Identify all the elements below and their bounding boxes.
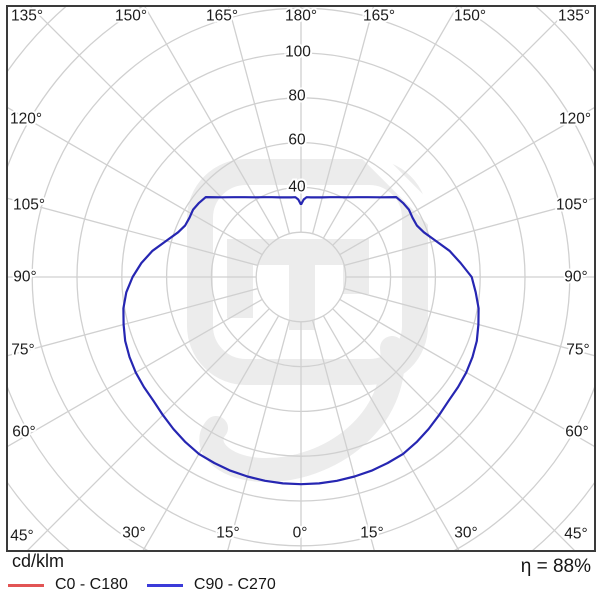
angle-label: 90° <box>13 269 36 286</box>
efficiency-value: η = 88% <box>520 556 591 577</box>
angle-label: 45° <box>564 526 587 543</box>
watermark-tail <box>199 336 405 483</box>
grid-spoke <box>29 6 270 246</box>
grid-spoke <box>311 6 375 234</box>
angle-label: 75° <box>566 342 589 359</box>
radial-label: 80 <box>288 88 306 105</box>
angle-label: 135° <box>558 8 590 25</box>
angle-label: 90° <box>564 269 587 286</box>
angle-label: 30° <box>122 525 145 542</box>
angle-label: 150° <box>115 8 147 25</box>
angle-label: 180° <box>285 8 317 25</box>
angle-label: 105° <box>556 197 588 214</box>
angle-label: 120° <box>10 111 42 128</box>
unit-label: cd/klm <box>12 551 65 571</box>
angle-label: 105° <box>13 197 45 214</box>
angle-label: 75° <box>11 342 34 359</box>
legend-line-c0-c180 <box>8 583 44 587</box>
chart-labels: 135° 150° 165° 180° 165° 150° 135° 120° 120° 105°… <box>8 6 593 547</box>
radial-label: 60 <box>288 132 306 149</box>
angle-label: 0° <box>293 525 308 542</box>
angle-label: 30° <box>454 525 477 542</box>
angle-label: 165° <box>206 8 238 25</box>
legend-label-c90-c270: C90 - C270 <box>193 576 276 593</box>
grid-spoke <box>7 287 258 357</box>
grid-spoke <box>311 320 376 551</box>
radial-label: 40 <box>288 179 306 196</box>
intensity-curve <box>122 196 480 486</box>
grid-spoke <box>332 308 576 551</box>
angle-label: 45° <box>10 528 33 545</box>
grid-spoke <box>339 298 595 448</box>
watermark-corner-gap <box>343 127 443 227</box>
angle-label: 120° <box>559 111 591 128</box>
grid-spoke <box>7 106 263 256</box>
angle-label: 60° <box>565 424 588 441</box>
legend: C0 - C180 C90 - C270 <box>8 576 295 593</box>
watermark-rounded-square <box>187 159 428 385</box>
grid-spoke <box>7 298 263 448</box>
grid-spoke <box>332 6 573 246</box>
watermark-glyph <box>227 239 369 318</box>
grid-spoke <box>143 6 280 239</box>
grid-spoke <box>226 320 291 551</box>
watermark-logo <box>187 127 443 483</box>
grid-spoke <box>339 106 595 256</box>
legend-line-c90-c270 <box>146 583 183 587</box>
angle-label: 150° <box>454 8 486 25</box>
plot-border <box>6 5 596 552</box>
grid-spoke <box>26 308 270 551</box>
grid-spoke <box>7 197 258 267</box>
grid-spoke <box>322 315 460 551</box>
grid-spoke <box>227 6 291 234</box>
angle-label: 165° <box>363 8 395 25</box>
angle-label: 60° <box>12 424 35 441</box>
angle-label: 135° <box>11 8 43 25</box>
grid-spoke <box>344 197 595 267</box>
radial-label: 100 <box>285 44 311 61</box>
grid-spoke <box>344 287 595 357</box>
grid-spoke <box>142 315 280 551</box>
angle-label: 15° <box>216 525 239 542</box>
legend-label-c0-c180: C0 - C180 <box>55 576 128 593</box>
angle-label: 15° <box>360 525 383 542</box>
grid-spoke <box>322 6 459 239</box>
